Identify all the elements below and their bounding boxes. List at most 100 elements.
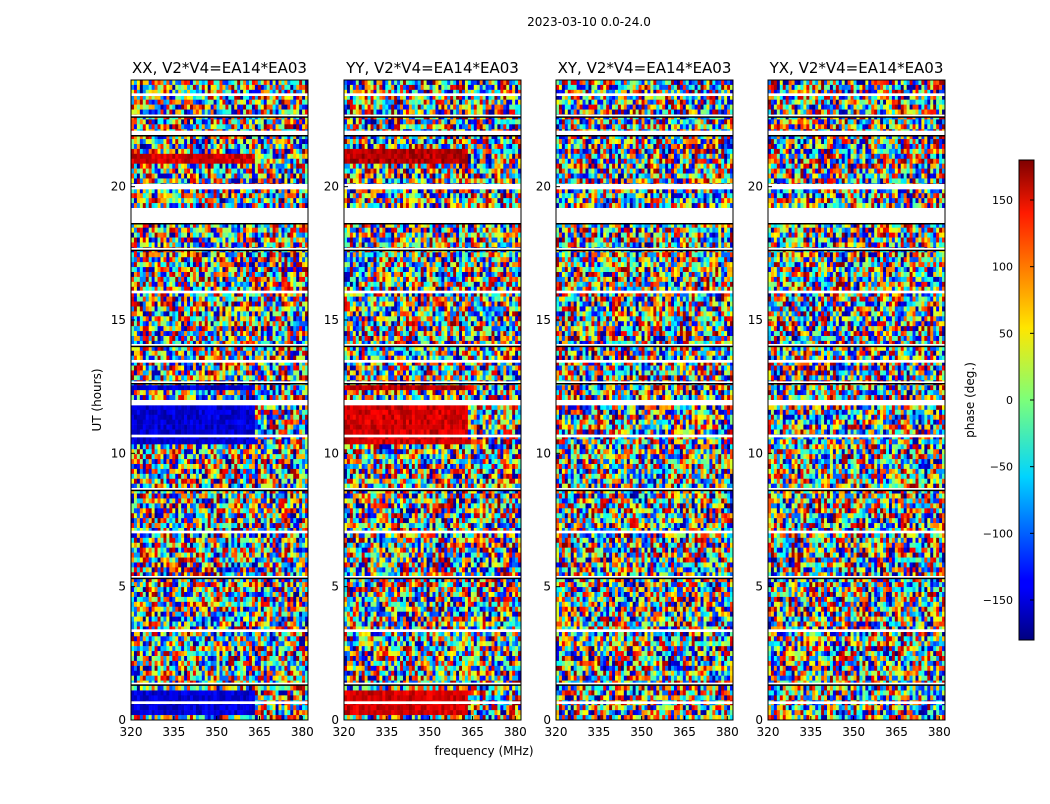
heatmap-cell — [172, 233, 175, 238]
heatmap-cell — [155, 149, 158, 154]
heatmap-cell — [261, 430, 264, 435]
heatmap-cell — [220, 159, 223, 164]
heatmap-cell — [169, 479, 172, 484]
heatmap-cell — [222, 228, 225, 233]
heatmap-cell — [143, 415, 146, 420]
heatmap-cell — [208, 449, 211, 454]
heatmap-cell — [140, 267, 143, 272]
heatmap-cell — [202, 390, 205, 395]
heatmap-cell — [302, 119, 305, 124]
heatmap-cell — [276, 262, 279, 267]
heatmap-cell — [158, 479, 161, 484]
heatmap-cell — [181, 336, 184, 341]
heatmap-cell — [220, 105, 223, 110]
heatmap-cell — [199, 228, 202, 233]
heatmap-cell — [237, 410, 240, 415]
heatmap-cell — [175, 316, 178, 321]
heatmap-cell — [149, 366, 152, 371]
heatmap-cell — [276, 85, 279, 90]
heatmap-cell — [190, 262, 193, 267]
heatmap-cell — [134, 174, 137, 179]
heatmap-cell — [134, 277, 137, 282]
heatmap-cell — [172, 203, 175, 208]
heatmap-cell — [208, 405, 211, 410]
heatmap-cell — [175, 164, 178, 169]
heatmap-cell — [228, 336, 231, 341]
heatmap-cell — [193, 228, 196, 233]
heatmap-cell — [193, 351, 196, 356]
heatmap-cell — [181, 375, 184, 380]
heatmap-cell — [205, 119, 208, 124]
heatmap-cell — [225, 405, 228, 410]
heatmap-cell — [243, 159, 246, 164]
heatmap-cell — [264, 257, 267, 262]
heatmap-cell — [134, 479, 137, 484]
heatmap-cell — [166, 351, 169, 356]
heatmap-cell — [290, 282, 293, 287]
heatmap-cell — [290, 321, 293, 326]
heatmap-cell — [287, 100, 290, 105]
heatmap-cell — [276, 193, 279, 198]
heatmap-cell — [205, 110, 208, 115]
heatmap-cell — [276, 311, 279, 316]
heatmap-cell — [243, 316, 246, 321]
heatmap-cell — [214, 124, 217, 129]
heatmap-cell — [237, 311, 240, 316]
heatmap-cell — [190, 405, 193, 410]
heatmap-cell — [181, 124, 184, 129]
heatmap-cell — [143, 262, 146, 267]
heatmap-cell — [190, 385, 193, 390]
heatmap-cell — [290, 302, 293, 307]
heatmap-cell — [220, 242, 223, 247]
heatmap-cell — [199, 425, 202, 430]
heatmap-cell — [255, 159, 258, 164]
heatmap-cell — [225, 331, 228, 336]
heatmap-cell — [249, 193, 252, 198]
heatmap-cell — [287, 316, 290, 321]
heatmap-cell — [199, 459, 202, 464]
heatmap-cell — [158, 464, 161, 469]
heatmap-cell — [273, 449, 276, 454]
heatmap-cell — [178, 370, 181, 375]
heatmap-cell — [228, 105, 231, 110]
heatmap-cell — [249, 449, 252, 454]
heatmap-cell — [258, 80, 261, 85]
heatmap-cell — [290, 297, 293, 302]
heatmap-cell — [187, 415, 190, 420]
heatmap-cell — [243, 449, 246, 454]
heatmap-cell — [264, 159, 267, 164]
heatmap-cell — [175, 375, 178, 380]
heatmap-cell — [199, 139, 202, 144]
heatmap-cell — [143, 430, 146, 435]
heatmap-cell — [249, 85, 252, 90]
heatmap-cell — [199, 169, 202, 174]
heatmap-cell — [163, 164, 166, 169]
heatmap-cell — [202, 282, 205, 287]
heatmap-cell — [220, 297, 223, 302]
heatmap-cell — [158, 110, 161, 115]
heatmap-cell — [211, 272, 214, 277]
heatmap-cell — [140, 203, 143, 208]
heatmap-cell — [217, 100, 220, 105]
heatmap-cell — [214, 316, 217, 321]
heatmap-cell — [264, 351, 267, 356]
heatmap-cell — [134, 370, 137, 375]
heatmap-cell — [172, 351, 175, 356]
heatmap-cell — [258, 178, 261, 183]
heatmap-cell — [217, 331, 220, 336]
heatmap-cell — [161, 252, 164, 257]
heatmap-cell — [155, 444, 158, 449]
heatmap-cell — [234, 302, 237, 307]
heatmap-cell — [161, 395, 164, 400]
heatmap-cell — [161, 302, 164, 307]
heatmap-cell — [166, 174, 169, 179]
heatmap-cell — [178, 252, 181, 257]
heatmap-cell — [284, 238, 287, 243]
heatmap-cell — [225, 454, 228, 459]
heatmap-cell — [149, 390, 152, 395]
heatmap-cell — [222, 164, 225, 169]
heatmap-cell — [190, 233, 193, 238]
heatmap-cell — [222, 257, 225, 262]
heatmap-cell — [146, 479, 149, 484]
heatmap-cell — [264, 375, 267, 380]
